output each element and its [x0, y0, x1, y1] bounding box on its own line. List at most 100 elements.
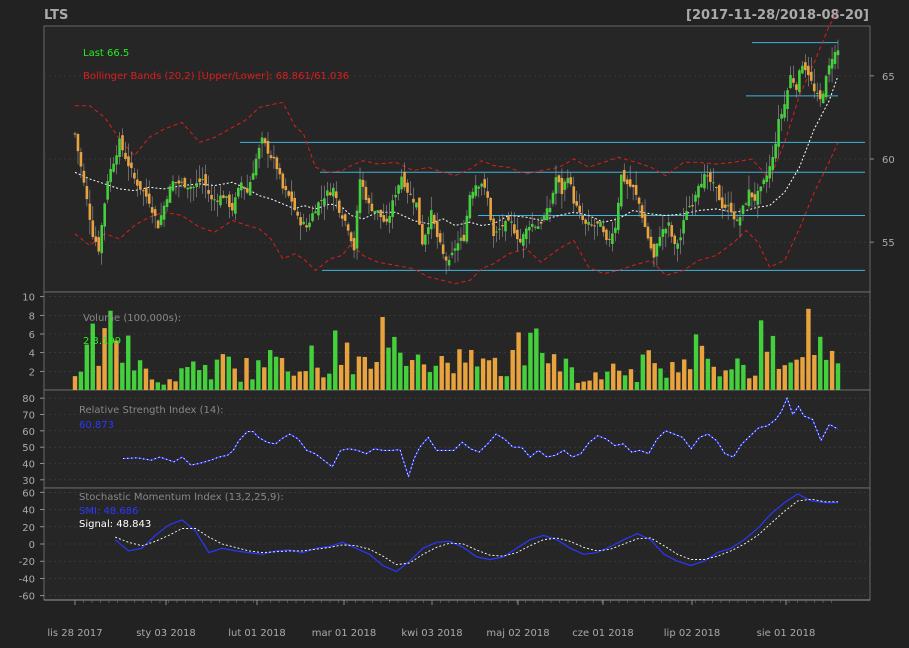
candle-body — [572, 186, 576, 204]
smi-value: SMI: 48.686 — [79, 506, 138, 517]
volume-bar — [321, 377, 326, 390]
y-tick-label: 65 — [882, 72, 895, 83]
candle-body — [753, 194, 757, 201]
candle-body — [732, 211, 736, 220]
candle-body — [397, 185, 400, 194]
volume-title: Volume (100,000s): — [83, 313, 181, 324]
candle-body — [171, 181, 175, 191]
candle-body — [269, 155, 273, 159]
volume-bar — [202, 364, 208, 390]
candle-body — [234, 197, 237, 214]
candle-body — [774, 143, 777, 159]
candle-body — [768, 166, 772, 179]
candle-body — [667, 222, 671, 226]
candle-body — [465, 215, 469, 242]
volume-bar — [238, 381, 243, 390]
volume-bar — [693, 334, 699, 390]
volume-bar — [96, 365, 101, 390]
volume-bar — [179, 368, 184, 390]
candle-body — [510, 221, 513, 223]
candle-body — [340, 215, 344, 219]
candle-body — [370, 203, 374, 212]
volume-bar — [699, 345, 705, 390]
candle-body — [765, 175, 769, 183]
candle-body — [421, 224, 424, 245]
candle-body — [462, 234, 466, 241]
volume-bar — [475, 366, 480, 390]
volume-bar — [415, 354, 421, 390]
volume-bar — [711, 366, 716, 390]
candle-body — [254, 158, 258, 176]
volume-bar — [185, 367, 190, 390]
volume-bar — [214, 359, 220, 390]
y-tick-label: 10 — [22, 293, 35, 304]
volume-bar — [776, 368, 782, 390]
volume-bar — [498, 376, 504, 390]
volume-bar — [451, 373, 456, 390]
candle-body — [608, 238, 611, 240]
candle-body — [168, 186, 172, 203]
volume-bar — [114, 340, 119, 390]
candle-body — [498, 228, 501, 230]
x-tick-label: kwi 03 2018 — [401, 628, 462, 639]
y-tick-label: 50 — [22, 443, 35, 454]
volume-bar — [664, 377, 669, 390]
volume-bar — [404, 365, 409, 390]
candle-body — [382, 215, 386, 222]
volume-bar — [90, 323, 95, 390]
symbol-title: LTS — [44, 8, 68, 23]
candle-body — [296, 211, 299, 216]
candle-body — [560, 178, 564, 195]
candle-body — [222, 195, 225, 199]
candle-body — [759, 186, 763, 192]
volume-bar — [191, 361, 196, 390]
candle-body — [248, 181, 252, 196]
candle-body — [144, 187, 148, 197]
volume-bar — [782, 365, 787, 390]
volume-bar — [167, 379, 172, 390]
candle-body — [697, 185, 700, 198]
volume-bar — [752, 375, 758, 390]
candle-body — [483, 179, 487, 188]
candle-body — [521, 234, 525, 246]
x-tick-label: maj 02 2018 — [486, 628, 549, 639]
x-axis: lis 28 2017 sty 03 2018 lut 01 2018 mar 01 … — [44, 599, 870, 639]
volume-bar — [439, 356, 444, 390]
candle-body — [836, 50, 840, 56]
volume-bar — [646, 350, 651, 390]
candle-body — [545, 208, 549, 221]
bollinger-lower — [74, 142, 839, 285]
candle-body — [804, 62, 807, 71]
candle-body — [388, 216, 392, 223]
candle-body — [516, 229, 519, 240]
volume-bar — [575, 382, 580, 390]
candle-body — [459, 237, 463, 241]
volume-bar — [374, 361, 379, 390]
x-tick-label: mar 01 2018 — [312, 628, 377, 639]
candle-body — [364, 186, 368, 200]
candle-body — [293, 197, 296, 211]
candle-body — [76, 134, 80, 152]
candle-body — [664, 228, 668, 234]
candle-body — [587, 221, 590, 225]
candle-body — [100, 225, 104, 254]
volume-bar — [628, 369, 634, 390]
candle-body — [183, 177, 187, 188]
price-series — [73, 10, 865, 285]
rsi-line-dots — [122, 396, 839, 479]
candle-body — [444, 256, 448, 261]
candle-body — [720, 197, 724, 209]
candle-body — [652, 244, 656, 258]
candle-body — [703, 174, 706, 189]
candle-body — [133, 172, 136, 179]
volume-panel — [43, 291, 871, 391]
volume-bar — [226, 356, 231, 390]
candle-body — [815, 92, 819, 94]
candle-body — [266, 140, 270, 154]
x-tick-label: sty 03 2018 — [136, 628, 196, 639]
candle-body — [349, 232, 353, 242]
candle-body — [712, 182, 715, 184]
volume-bar — [622, 375, 628, 390]
volume-bar — [315, 367, 320, 390]
y-tick-label: -20 — [19, 557, 35, 568]
